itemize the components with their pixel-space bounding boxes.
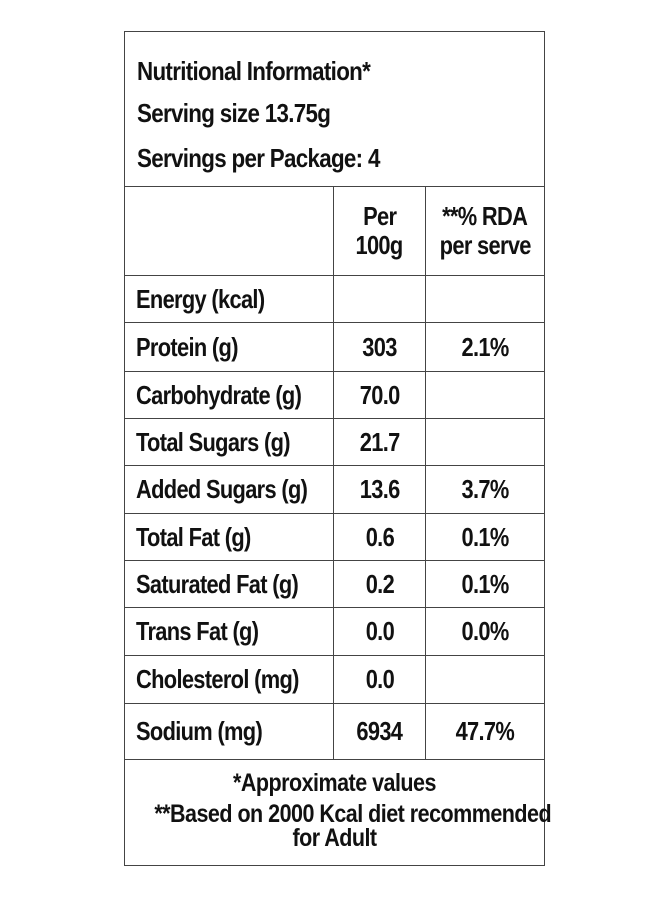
table-row: Added Sugars (g) 13.6 3.7% bbox=[125, 466, 544, 514]
per-100g-value: 13.6 bbox=[359, 474, 400, 504]
nutrient-name: Carbohydrate (g) bbox=[136, 379, 302, 410]
nutrient-column-header bbox=[125, 187, 333, 275]
table-row: Cholesterol (mg) 0.0 bbox=[125, 656, 544, 704]
rda-value: 3.7% bbox=[461, 474, 509, 504]
table-row: Energy (kcal) bbox=[125, 276, 544, 323]
nutrition-label: Nutritional Information* Serving size 13… bbox=[124, 31, 552, 866]
rda-value: 0.1% bbox=[461, 568, 509, 599]
rda-value: 0.1% bbox=[461, 521, 509, 552]
serving-size: Serving size 13.75g bbox=[137, 98, 331, 128]
table-row: Total Fat (g) 0.6 0.1% bbox=[125, 514, 544, 561]
rda-value: 2.1% bbox=[461, 331, 509, 362]
per-100g-column-header: Per 100g bbox=[333, 187, 425, 275]
nutrient-name: Sodium (mg) bbox=[136, 716, 263, 746]
per-100g-value: 0.2 bbox=[365, 568, 394, 599]
servings-per-package: Servings per Package: 4 bbox=[137, 143, 380, 173]
table-row: Total Sugars (g) 21.7 bbox=[125, 419, 544, 466]
per-100g-value: 0.0 bbox=[365, 616, 394, 646]
table-row: Protein (g) 303 2.1% bbox=[125, 323, 544, 372]
nutrient-name: Energy (kcal) bbox=[136, 283, 265, 314]
nutrient-name: Saturated Fat (g) bbox=[136, 568, 299, 599]
label-header: Nutritional Information* Serving size 13… bbox=[125, 32, 544, 187]
table-row: Carbohydrate (g) 70.0 bbox=[125, 372, 544, 419]
table-header-row: Per 100g **% RDA per serve bbox=[125, 187, 544, 276]
label-footer: *Approximate values **Based on 2000 Kcal… bbox=[125, 760, 552, 865]
rda-basis-note: **Based on 2000 Kcal diet recommended bbox=[154, 800, 552, 828]
rda-column-header: **% RDA per serve bbox=[425, 187, 544, 275]
nutrient-name: Trans Fat (g) bbox=[136, 616, 259, 646]
nutrient-name: Cholesterol (mg) bbox=[136, 664, 299, 694]
rda-value: 47.7% bbox=[455, 716, 515, 746]
per-100g-value: 6934 bbox=[356, 716, 404, 746]
rda-basis-note-continued: for Adult bbox=[292, 824, 377, 852]
nutrient-name: Total Sugars (g) bbox=[136, 426, 291, 457]
per-100g-value: 21.7 bbox=[359, 426, 400, 457]
nutrient-name: Protein (g) bbox=[136, 331, 238, 362]
table-row: Sodium (mg) 6934 47.7% bbox=[125, 704, 544, 760]
per-100g-value: 0.0 bbox=[365, 664, 394, 694]
label-title: Nutritional Information* bbox=[137, 56, 371, 86]
table-row: Saturated Fat (g) 0.2 0.1% bbox=[125, 561, 544, 608]
rda-value: 0.0% bbox=[461, 616, 509, 646]
per-100g-value: 70.0 bbox=[359, 379, 400, 410]
nutrient-name: Total Fat (g) bbox=[136, 521, 251, 552]
per-100g-value: 0.6 bbox=[365, 521, 394, 552]
per-100g-value: 303 bbox=[362, 331, 397, 362]
nutrient-name: Added Sugars (g) bbox=[136, 474, 308, 504]
approximate-values-note: *Approximate values bbox=[233, 769, 436, 797]
table-row: Trans Fat (g) 0.0 0.0% bbox=[125, 608, 544, 656]
